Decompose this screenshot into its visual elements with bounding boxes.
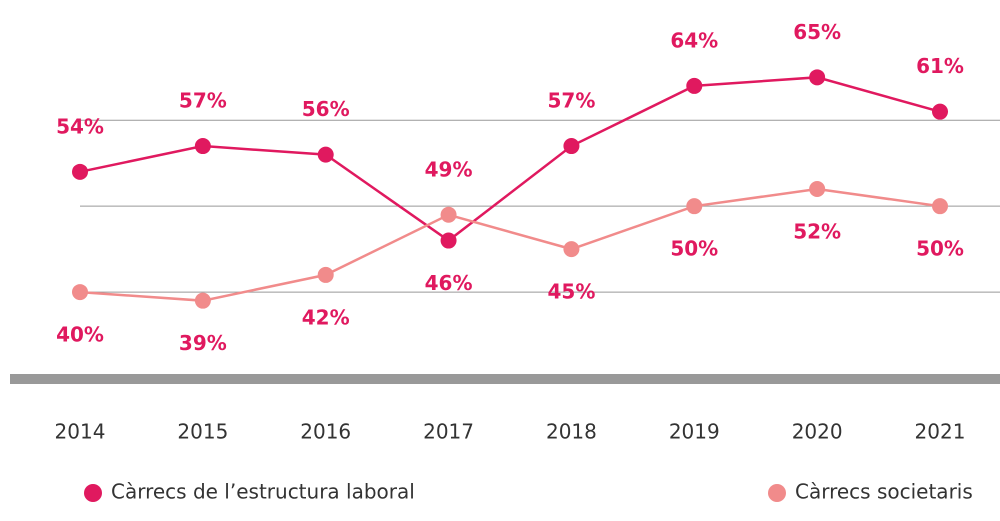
point bbox=[440, 206, 457, 223]
point bbox=[932, 103, 948, 120]
data-label: 65% bbox=[793, 20, 841, 44]
x-tick-label: 2019 bbox=[669, 420, 720, 444]
data-label: 54% bbox=[56, 114, 104, 138]
legend-marker bbox=[768, 484, 786, 502]
data-label: 40% bbox=[56, 323, 104, 347]
point bbox=[932, 198, 948, 215]
point bbox=[317, 266, 334, 283]
point bbox=[809, 181, 826, 197]
point bbox=[194, 138, 211, 155]
x-tick-label: 2020 bbox=[792, 420, 843, 444]
point bbox=[72, 163, 88, 180]
x-axis bbox=[10, 374, 1000, 384]
legend-label: Càrrecs de l’estructura laboral bbox=[111, 480, 415, 504]
data-label: 52% bbox=[793, 220, 841, 244]
data-label: 56% bbox=[302, 97, 350, 121]
x-tick-label: 2021 bbox=[915, 420, 966, 444]
legend-marker bbox=[84, 484, 102, 502]
point bbox=[194, 292, 211, 309]
x-tick-label: 2015 bbox=[177, 420, 228, 444]
x-tick-label: 2016 bbox=[300, 420, 351, 444]
data-label: 57% bbox=[179, 89, 227, 113]
point bbox=[686, 77, 703, 94]
legend-label: Càrrecs societaris bbox=[795, 480, 973, 504]
point bbox=[686, 198, 703, 215]
x-tick-label: 2014 bbox=[55, 420, 106, 444]
data-label: 64% bbox=[670, 28, 718, 52]
data-label: 45% bbox=[547, 280, 595, 304]
data-label: 46% bbox=[425, 271, 473, 295]
data-label: 49% bbox=[425, 157, 473, 181]
point bbox=[317, 146, 334, 163]
point bbox=[563, 138, 580, 155]
point bbox=[72, 284, 88, 301]
data-label: 42% bbox=[302, 305, 350, 329]
x-tick-label: 2018 bbox=[546, 420, 597, 444]
x-tick-label: 2017 bbox=[423, 420, 474, 444]
point bbox=[440, 232, 457, 249]
data-label: 39% bbox=[179, 331, 227, 355]
series-line bbox=[79, 187, 941, 302]
data-label: 50% bbox=[670, 237, 718, 261]
series-line bbox=[79, 76, 941, 243]
point bbox=[563, 241, 580, 258]
data-label: 57% bbox=[547, 89, 595, 113]
data-label: 61% bbox=[916, 54, 964, 78]
point bbox=[809, 69, 826, 86]
data-label: 50% bbox=[916, 237, 964, 261]
